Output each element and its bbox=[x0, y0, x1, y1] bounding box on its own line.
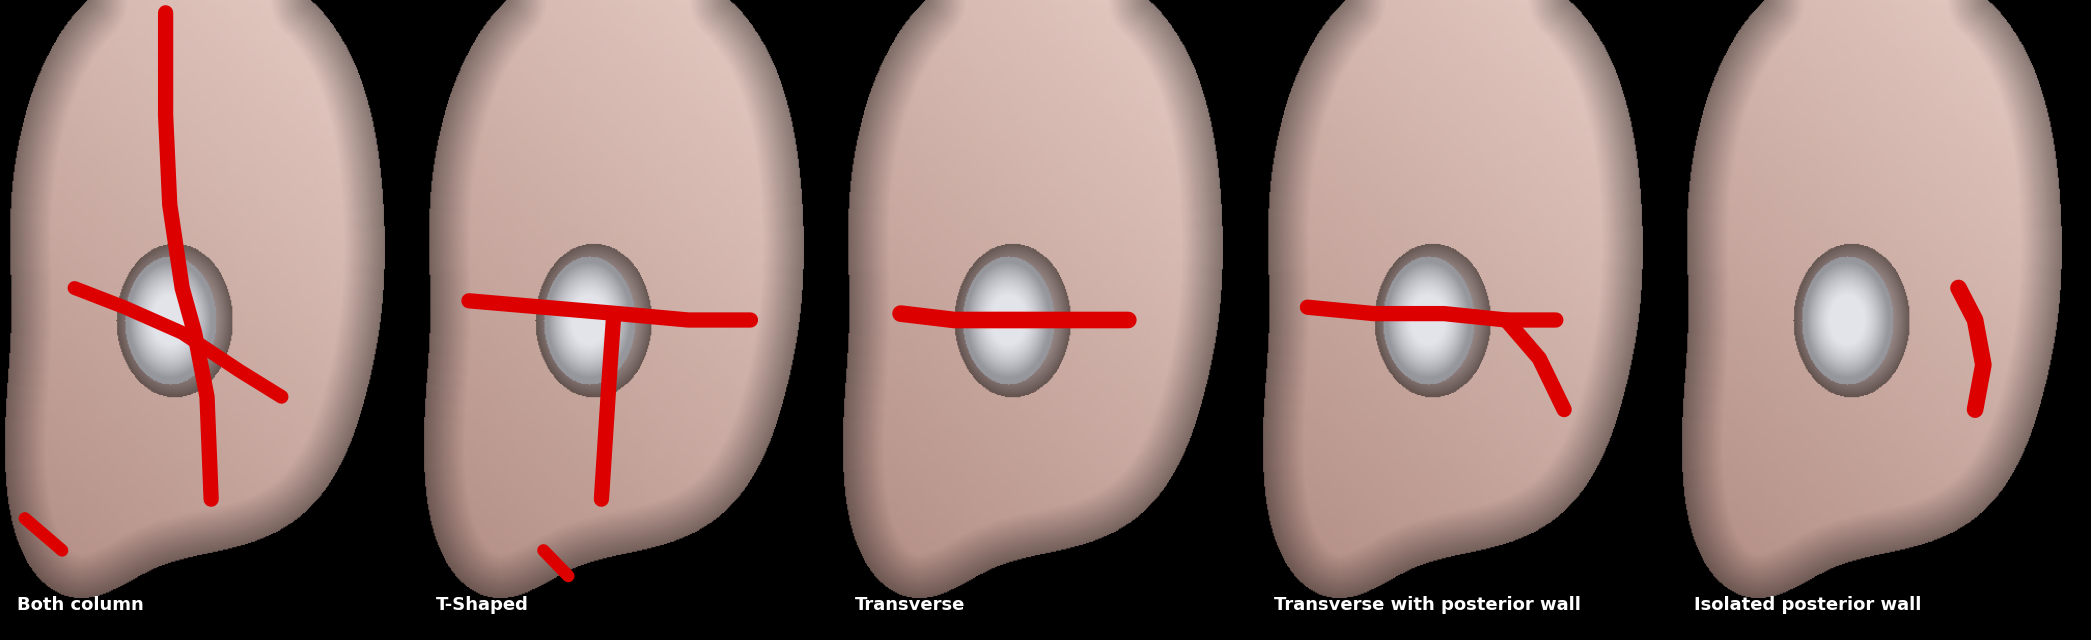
Text: Isolated posterior wall: Isolated posterior wall bbox=[1694, 596, 1922, 614]
Text: T-Shaped: T-Shaped bbox=[435, 596, 529, 614]
Text: Transverse with posterior wall: Transverse with posterior wall bbox=[1273, 596, 1581, 614]
Text: Transverse: Transverse bbox=[855, 596, 966, 614]
Text: Both column: Both column bbox=[17, 596, 144, 614]
